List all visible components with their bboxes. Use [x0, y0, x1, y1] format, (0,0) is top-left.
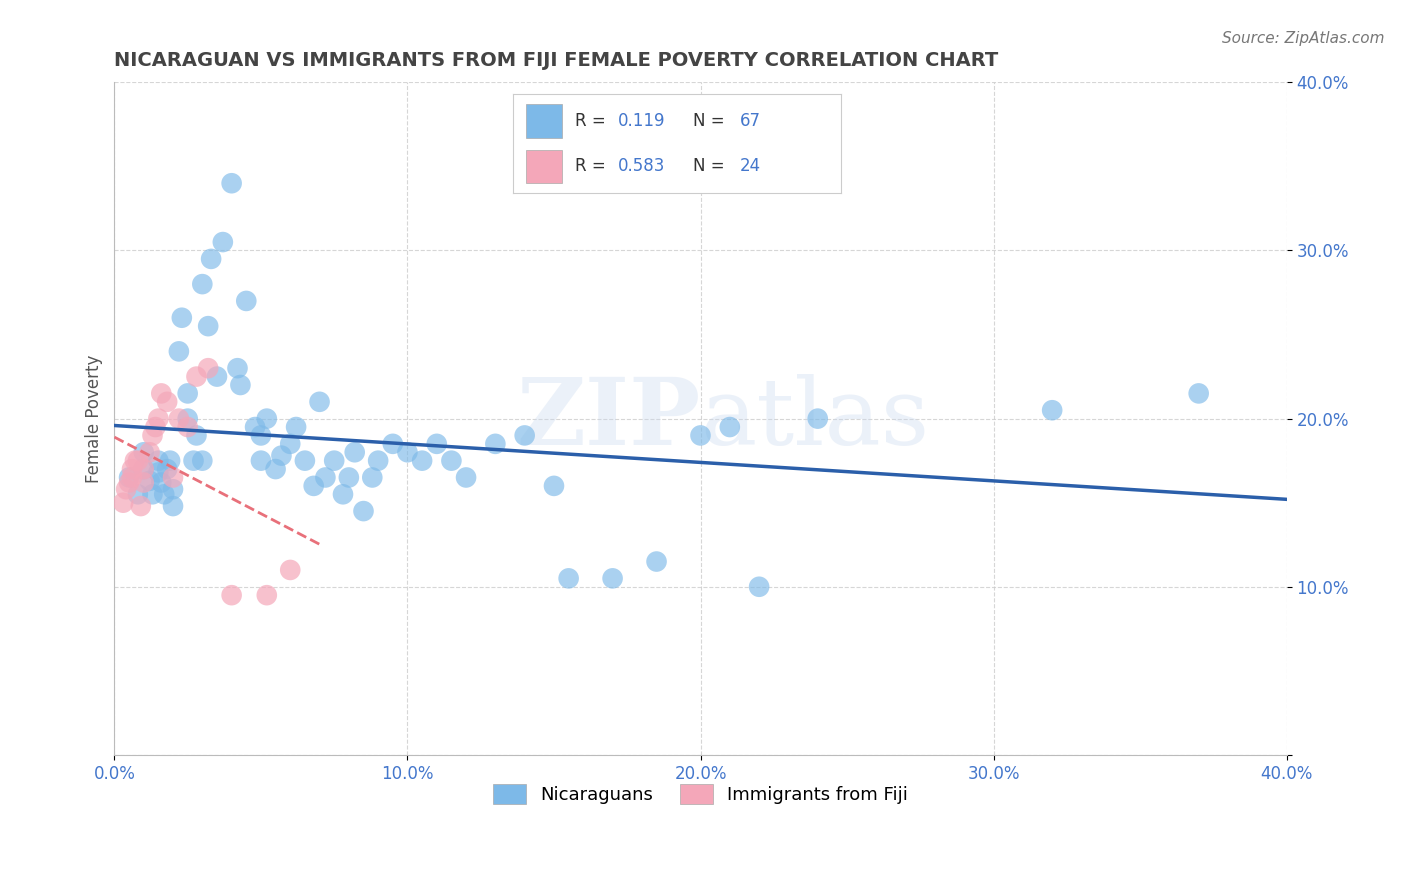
- Point: [148, 453, 170, 467]
- Point: [132, 475, 155, 490]
- Point: [285, 420, 308, 434]
- Point: [141, 487, 163, 501]
- Point: [132, 462, 155, 476]
- Point: [243, 420, 266, 434]
- Point: [145, 420, 167, 434]
- Point: [396, 445, 419, 459]
- Point: [183, 453, 205, 467]
- Point: [138, 445, 160, 459]
- Point: [211, 235, 233, 249]
- Point: [159, 453, 181, 467]
- Point: [167, 344, 190, 359]
- Point: [323, 453, 346, 467]
- Point: [150, 475, 173, 490]
- Point: [343, 445, 366, 459]
- Point: [645, 555, 668, 569]
- Point: [426, 437, 449, 451]
- Point: [118, 475, 141, 490]
- Point: [148, 466, 170, 480]
- Point: [602, 571, 624, 585]
- Point: [264, 462, 287, 476]
- Point: [235, 293, 257, 308]
- Point: [1188, 386, 1211, 401]
- Point: [270, 449, 292, 463]
- Point: [186, 369, 208, 384]
- Point: [162, 482, 184, 496]
- Point: [127, 453, 149, 467]
- Point: [176, 386, 198, 401]
- Point: [162, 499, 184, 513]
- Point: [197, 361, 219, 376]
- Point: [129, 499, 152, 513]
- Point: [221, 588, 243, 602]
- Point: [121, 470, 143, 484]
- Point: [807, 411, 830, 425]
- Point: [176, 420, 198, 434]
- Point: [127, 487, 149, 501]
- Y-axis label: Female Poverty: Female Poverty: [86, 354, 103, 483]
- Point: [170, 310, 193, 325]
- Point: [337, 470, 360, 484]
- Point: [156, 462, 179, 476]
- Point: [229, 378, 252, 392]
- Point: [115, 482, 138, 496]
- Point: [302, 479, 325, 493]
- Point: [314, 470, 336, 484]
- Point: [748, 580, 770, 594]
- Point: [124, 453, 146, 467]
- Point: [361, 470, 384, 484]
- Point: [132, 445, 155, 459]
- Point: [332, 487, 354, 501]
- Point: [226, 361, 249, 376]
- Point: [141, 428, 163, 442]
- Legend: Nicaraguans, Immigrants from Fiji: Nicaraguans, Immigrants from Fiji: [484, 775, 917, 814]
- Point: [221, 176, 243, 190]
- Point: [132, 462, 155, 476]
- Text: ZIP: ZIP: [516, 374, 700, 464]
- Text: NICARAGUAN VS IMMIGRANTS FROM FIJI FEMALE POVERTY CORRELATION CHART: NICARAGUAN VS IMMIGRANTS FROM FIJI FEMAL…: [114, 51, 998, 70]
- Point: [112, 496, 135, 510]
- Point: [205, 369, 228, 384]
- Point: [543, 479, 565, 493]
- Point: [156, 394, 179, 409]
- Point: [557, 571, 579, 585]
- Point: [176, 411, 198, 425]
- Point: [148, 411, 170, 425]
- Point: [513, 428, 536, 442]
- Point: [294, 453, 316, 467]
- Text: Source: ZipAtlas.com: Source: ZipAtlas.com: [1222, 31, 1385, 46]
- Point: [153, 487, 176, 501]
- Point: [121, 462, 143, 476]
- Point: [381, 437, 404, 451]
- Point: [440, 453, 463, 467]
- Point: [1040, 403, 1063, 417]
- Point: [353, 504, 375, 518]
- Point: [278, 563, 301, 577]
- Text: atlas: atlas: [700, 374, 929, 464]
- Point: [162, 470, 184, 484]
- Point: [718, 420, 741, 434]
- Point: [138, 474, 160, 488]
- Point: [256, 588, 278, 602]
- Point: [118, 470, 141, 484]
- Point: [200, 252, 222, 266]
- Point: [150, 386, 173, 401]
- Point: [308, 394, 330, 409]
- Point: [454, 470, 477, 484]
- Point: [191, 277, 214, 292]
- Point: [250, 453, 273, 467]
- Point: [250, 428, 273, 442]
- Point: [197, 319, 219, 334]
- Point: [167, 411, 190, 425]
- Point: [689, 428, 711, 442]
- Point: [411, 453, 433, 467]
- Point: [278, 437, 301, 451]
- Point: [256, 411, 278, 425]
- Point: [484, 437, 506, 451]
- Point: [191, 453, 214, 467]
- Point: [186, 428, 208, 442]
- Point: [367, 453, 389, 467]
